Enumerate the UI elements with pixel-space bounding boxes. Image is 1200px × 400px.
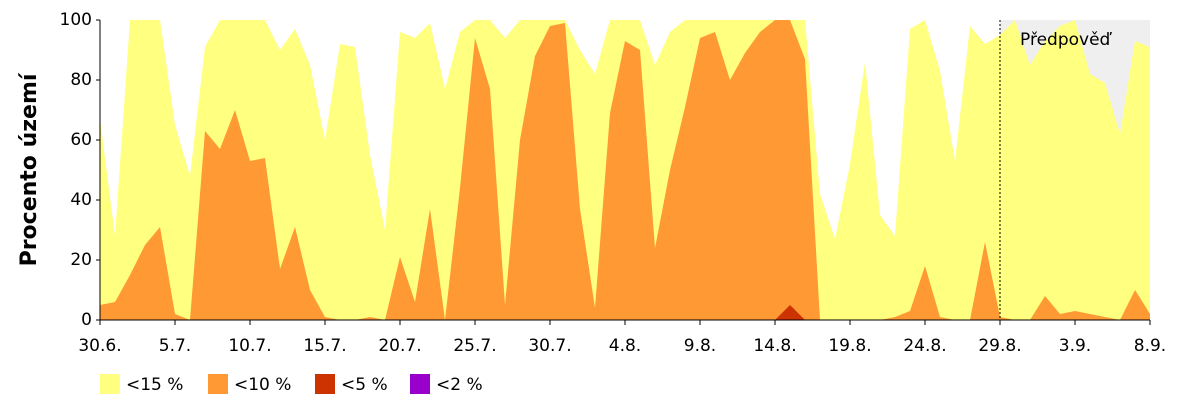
y-tick-label: 40 [70, 190, 92, 210]
x-tick-label: 5.7. [159, 336, 191, 356]
y-axis-label: Procento území [17, 72, 42, 266]
y-tick-label: 0 [81, 310, 92, 330]
y-tick-label: 60 [70, 130, 92, 150]
x-tick-label: 19.8. [828, 336, 871, 356]
x-tick-label: 10.7. [228, 336, 271, 356]
area [100, 20, 1150, 320]
x-tick-label: 20.7. [378, 336, 421, 356]
legend-label: <2 % [436, 375, 483, 395]
x-tick-label: 3.9. [1059, 336, 1091, 356]
x-tick-label: 25.7. [453, 336, 496, 356]
legend-swatch [208, 374, 228, 394]
x-tick-label: 29.8. [978, 336, 1021, 356]
x-tick-label: 9.8. [684, 336, 716, 356]
x-tick-label: 4.8. [609, 336, 641, 356]
x-tick-label: 24.8. [903, 336, 946, 356]
forecast-label: Předpověď [1020, 30, 1113, 50]
y-tick-label: 20 [70, 250, 92, 270]
legend-swatch [100, 374, 120, 394]
x-tick-label: 8.9. [1134, 336, 1166, 356]
x-tick-label: 30.6. [78, 336, 121, 356]
x-tick-label: 15.7. [303, 336, 346, 356]
legend-swatch [410, 374, 430, 394]
legend-label: <5 % [341, 375, 388, 395]
x-tick-label: 30.7. [528, 336, 571, 356]
legend-label: <15 % [126, 375, 183, 395]
legend-swatch [315, 374, 335, 394]
legend-label: <10 % [234, 375, 291, 395]
x-tick-label: 14.8. [753, 336, 796, 356]
y-tick-label: 100 [60, 10, 92, 30]
y-tick-label: 80 [70, 70, 92, 90]
